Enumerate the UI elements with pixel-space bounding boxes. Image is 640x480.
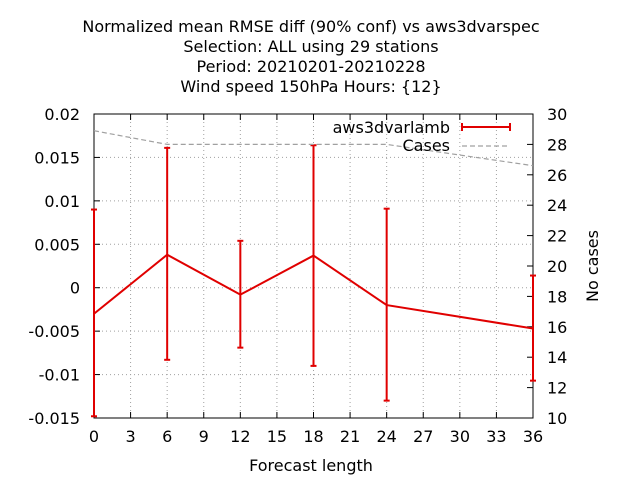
y-tick-label: 0.005 bbox=[34, 235, 80, 254]
x-tick-label: 30 bbox=[450, 427, 470, 446]
legend-label-aws3dvarlamb: aws3dvarlamb bbox=[333, 118, 450, 137]
chart-title: Normalized mean RMSE diff (90% conf) vs … bbox=[82, 17, 539, 96]
title-line-1: Normalized mean RMSE diff (90% conf) vs … bbox=[82, 17, 539, 36]
y-tick-label: -0.015 bbox=[28, 409, 80, 428]
title-line-3: Period: 20210201-20210228 bbox=[196, 57, 425, 76]
y2-tick-label: 16 bbox=[547, 318, 567, 337]
y-tick-label: 0.015 bbox=[34, 148, 80, 167]
y2-tick-label: 12 bbox=[547, 379, 567, 398]
title-line-4: Wind speed 150hPa Hours: {12} bbox=[180, 77, 441, 96]
y2-tick-label: 28 bbox=[547, 135, 567, 154]
x-tick-label: 24 bbox=[376, 427, 396, 446]
x-tick-label: 15 bbox=[267, 427, 287, 446]
y-tick-label: 0 bbox=[70, 279, 80, 298]
y2-tick-label: 14 bbox=[547, 348, 567, 367]
x-tick-label: 3 bbox=[125, 427, 135, 446]
axis-ticks: 0 3 6 9 12 15 18 21 24 27 30 33 360.020.0150.010.005… bbox=[28, 105, 567, 446]
x-tick-label: 33 bbox=[486, 427, 506, 446]
legend-label-cases: Cases bbox=[403, 136, 451, 155]
y2-tick-label: 20 bbox=[547, 257, 567, 276]
y-tick-label: 0.02 bbox=[44, 105, 80, 124]
y2-tick-label: 18 bbox=[547, 287, 567, 306]
title-line-2: Selection: ALL using 29 stations bbox=[183, 37, 438, 56]
y2-axis-label: No cases bbox=[583, 230, 602, 302]
x-tick-label: 6 bbox=[162, 427, 172, 446]
x-tick-label: 21 bbox=[340, 427, 360, 446]
y-tick-label: -0.01 bbox=[39, 366, 80, 385]
y2-tick-label: 30 bbox=[547, 105, 567, 124]
x-tick-label: 0 bbox=[89, 427, 99, 446]
y2-tick-label: 26 bbox=[547, 166, 567, 185]
y2-tick-label: 10 bbox=[547, 409, 567, 428]
y2-tick-label: 22 bbox=[547, 227, 567, 246]
series-line-cases bbox=[93, 130, 534, 167]
y2-tick-label: 24 bbox=[547, 196, 567, 215]
x-axis-label: Forecast length bbox=[249, 456, 373, 475]
x-tick-label: 9 bbox=[199, 427, 209, 446]
x-tick-label: 27 bbox=[413, 427, 433, 446]
y-tick-label: -0.005 bbox=[28, 322, 80, 341]
series-layer bbox=[91, 130, 536, 418]
x-tick-label: 36 bbox=[523, 427, 543, 446]
x-tick-label: 12 bbox=[230, 427, 250, 446]
series-line-aws3dvarlamb bbox=[93, 253, 534, 330]
x-tick-label: 18 bbox=[303, 427, 323, 446]
y-tick-label: 0.01 bbox=[44, 192, 80, 211]
